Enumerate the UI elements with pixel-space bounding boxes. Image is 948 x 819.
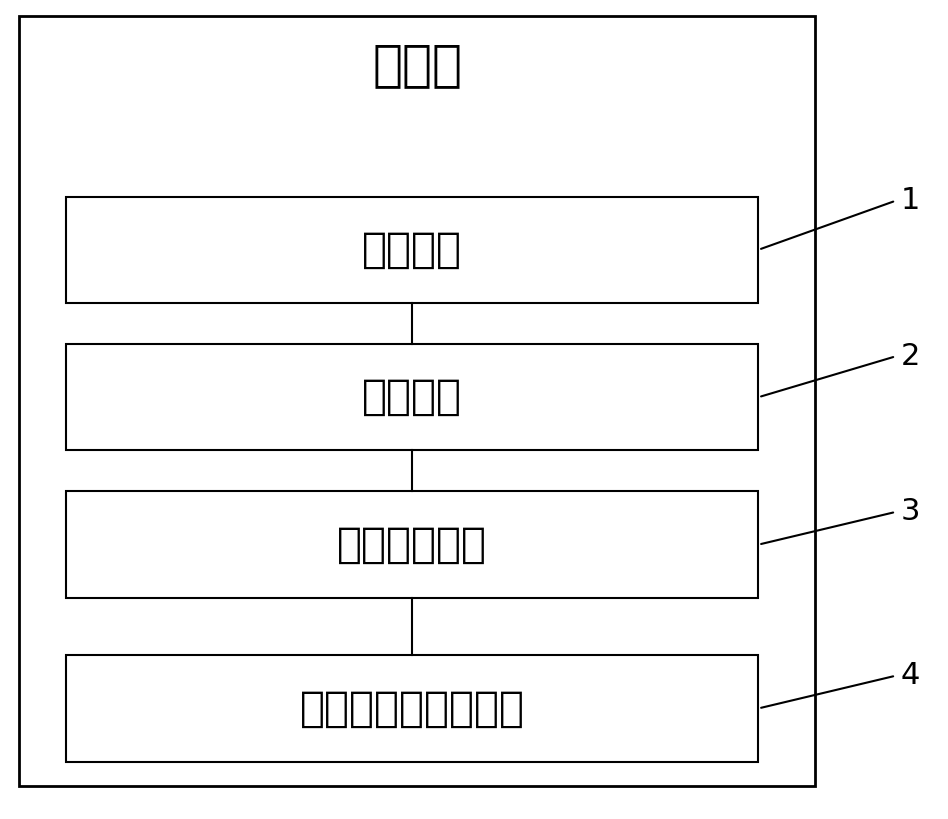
Bar bbox=[66, 491, 758, 598]
Text: 客户端: 客户端 bbox=[373, 42, 462, 89]
Bar bbox=[66, 197, 758, 303]
Text: 3: 3 bbox=[901, 497, 920, 527]
Bar bbox=[66, 655, 758, 762]
Text: 接收单元: 接收单元 bbox=[362, 229, 463, 271]
Text: 程式正确性检查单元: 程式正确性检查单元 bbox=[300, 687, 525, 730]
Bar bbox=[19, 16, 815, 786]
Text: 2: 2 bbox=[901, 342, 920, 371]
Text: 1: 1 bbox=[901, 186, 920, 215]
Text: 参数收集单元: 参数收集单元 bbox=[337, 523, 487, 566]
Text: 下载单元: 下载单元 bbox=[362, 376, 463, 419]
Text: 4: 4 bbox=[901, 661, 920, 690]
Bar bbox=[66, 344, 758, 450]
